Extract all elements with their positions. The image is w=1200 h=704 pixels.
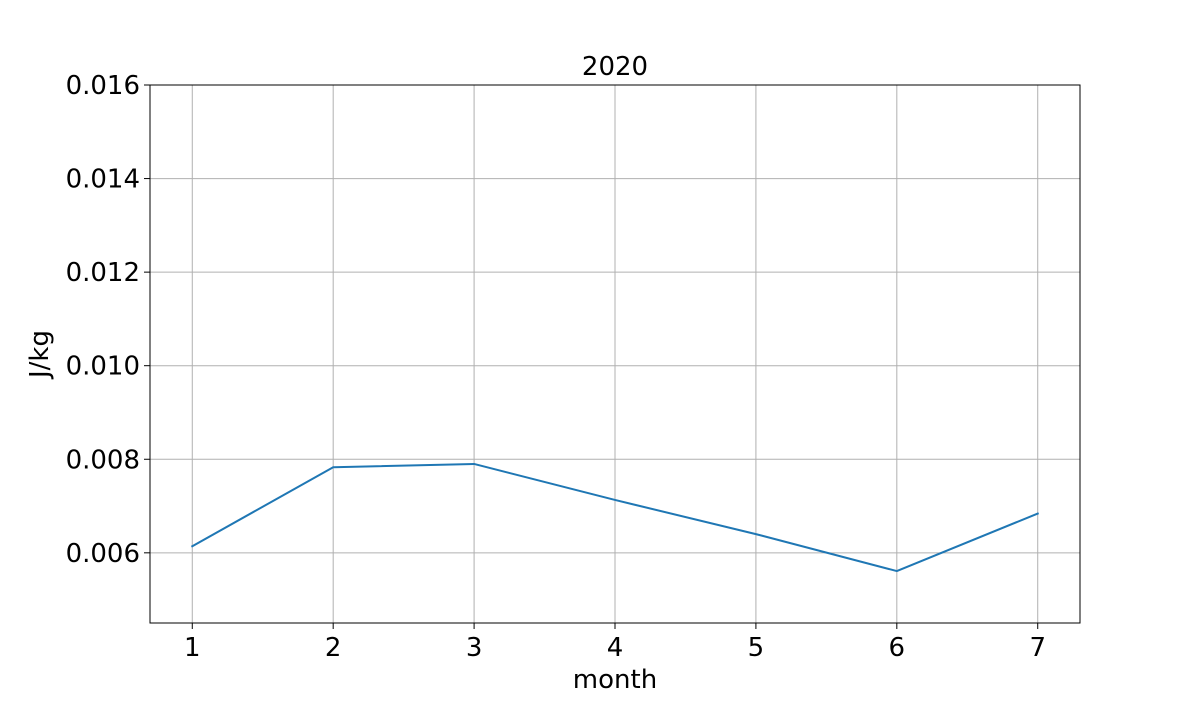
y-tick-label: 0.010 bbox=[66, 352, 140, 382]
y-axis-ticks: 0.006 0.008 0.010 0.012 0.014 0.016 bbox=[66, 71, 150, 569]
grid-lines bbox=[150, 84, 1080, 623]
x-tick-label: 5 bbox=[748, 633, 765, 663]
x-tick-label: 2 bbox=[325, 633, 342, 663]
y-tick-label: 0.014 bbox=[66, 165, 140, 195]
y-axis-title: J/kg bbox=[25, 330, 55, 380]
y-tick-label: 0.012 bbox=[66, 258, 140, 288]
series-layer bbox=[190, 462, 1040, 573]
x-axis-ticks: 1 2 3 4 5 6 7 bbox=[184, 623, 1046, 663]
x-tick-label: 7 bbox=[1029, 633, 1046, 663]
x-axis-title: month bbox=[573, 665, 657, 695]
y-tick-label: 0.008 bbox=[66, 445, 140, 475]
x-tick-label: 4 bbox=[607, 633, 624, 663]
series-line bbox=[190, 462, 1040, 573]
x-tick-label: 6 bbox=[889, 633, 906, 663]
chart-title: 2020 bbox=[582, 52, 648, 82]
x-tick-label: 3 bbox=[466, 633, 483, 663]
y-tick-label: 0.006 bbox=[66, 539, 140, 569]
x-tick-label: 1 bbox=[184, 633, 201, 663]
y-tick-label: 0.016 bbox=[66, 71, 140, 101]
